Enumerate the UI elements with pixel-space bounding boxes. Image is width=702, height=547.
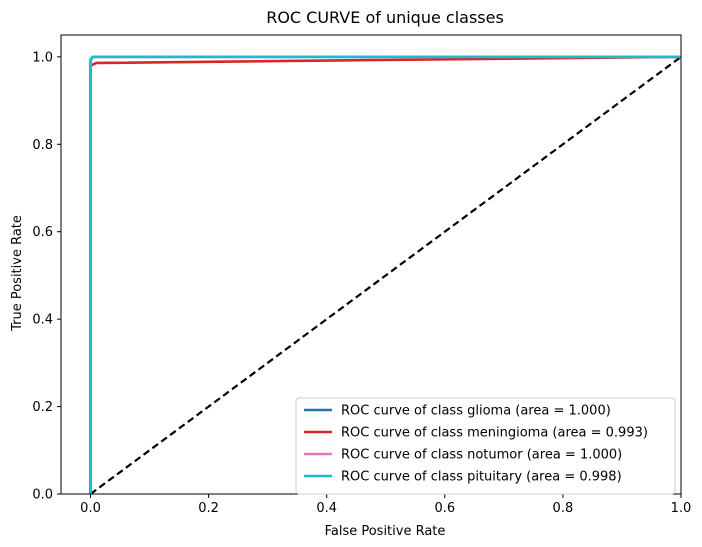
x-tick-label: 0.8 <box>553 501 574 516</box>
x-axis-label: False Positive Rate <box>325 524 446 539</box>
y-tick-label: 1.0 <box>32 50 53 65</box>
y-tick-label: 0.4 <box>32 313 53 328</box>
legend-box <box>295 397 676 495</box>
legend-entry-label: ROC curve of class pituitary (area = 0.9… <box>341 470 622 485</box>
legend-entry-label: ROC curve of class meningioma (area = 0.… <box>341 426 648 441</box>
series-line-4 <box>89 55 681 494</box>
plot-area <box>89 55 681 494</box>
y-axis-label: True Positive Rate <box>10 215 25 332</box>
x-tick-label: 0.4 <box>316 501 337 516</box>
y-tick-label: 0.0 <box>32 488 53 503</box>
legend-entry-label: ROC curve of class notumor (area = 1.000… <box>341 448 622 463</box>
legend: ROC curve of class glioma (area = 1.000)… <box>295 397 676 495</box>
y-tick-label: 0.8 <box>32 138 53 153</box>
x-tick-label: 0.2 <box>198 501 219 516</box>
y-tick-label: 0.2 <box>32 400 53 415</box>
y-tick-label: 0.6 <box>32 225 53 240</box>
reference-diagonal-line <box>89 55 681 494</box>
x-tick-label: 0.6 <box>434 501 455 516</box>
legend-entry-label: ROC curve of class glioma (area = 1.000) <box>341 404 611 419</box>
axes: 0.0 0.2 0.4 0.6 0.8 1.0 0.0 0.2 0.4 0.6 0.8 1.0 <box>32 34 692 516</box>
x-tick-label: 1.0 <box>671 501 692 516</box>
x-tick-label: 0.0 <box>80 501 101 516</box>
chart-title: ROC CURVE of unique classes <box>266 8 504 27</box>
